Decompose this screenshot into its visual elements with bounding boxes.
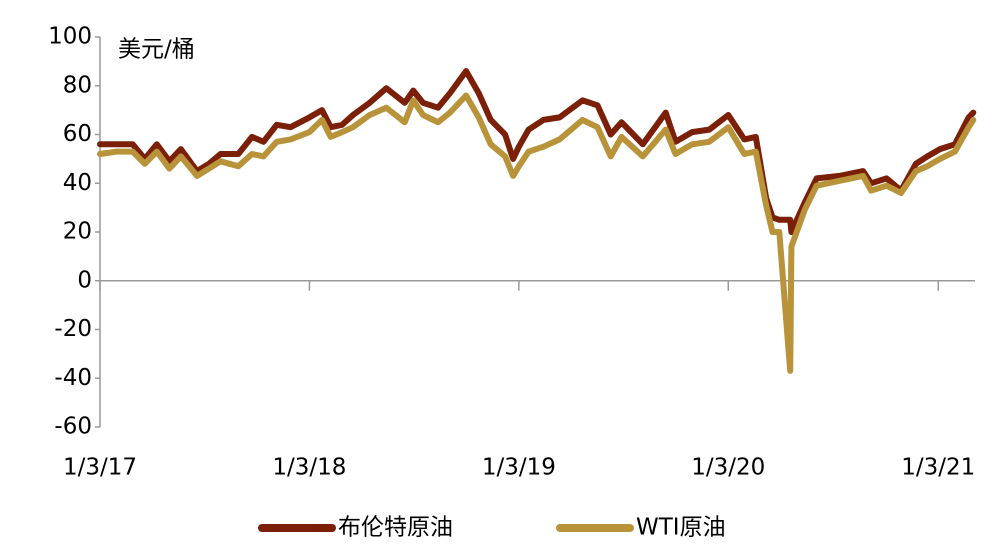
y-tick-label: 100: [48, 24, 92, 50]
x-tick-label: 1/3/21: [901, 455, 975, 481]
y-tick-label: 80: [63, 72, 92, 98]
legend-label: 布伦特原油: [338, 515, 453, 541]
x-tick-label: 1/3/20: [691, 455, 765, 481]
y-tick-label: 60: [63, 121, 92, 147]
series-line: [97, 68, 977, 235]
y-tick-label: 0: [77, 267, 92, 293]
legend-label: WTI原油: [636, 515, 726, 541]
x-tick-label: 1/3/19: [482, 455, 556, 481]
y-tick-label: -40: [54, 365, 92, 391]
y-tick-label: -20: [54, 316, 92, 342]
y-tick-label: -60: [54, 414, 92, 440]
axis-unit: 美元/桶: [118, 37, 195, 63]
y-tick-label: 20: [63, 219, 92, 245]
x-tick-label: 1/3/17: [63, 455, 137, 481]
series-line: [97, 92, 977, 374]
x-tick-label: 1/3/18: [272, 455, 346, 481]
y-tick-label: 40: [63, 170, 92, 196]
